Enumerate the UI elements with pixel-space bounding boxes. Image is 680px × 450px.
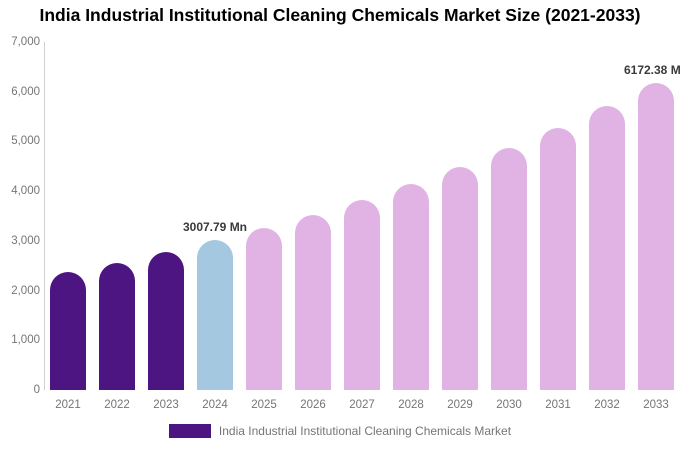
bar-2031[interactable] <box>540 128 576 390</box>
x-axis-tick-label-2033: 2033 <box>643 399 669 411</box>
x-axis-tick-label-2029: 2029 <box>447 399 473 411</box>
y-axis-tick-label: 0 <box>33 384 40 396</box>
bar-2022[interactable] <box>99 262 135 390</box>
x-axis-tick-label-2028: 2028 <box>398 399 424 411</box>
chart-title: India Industrial Institutional Cleaning … <box>39 5 641 25</box>
x-axis-tick-label-2021: 2021 <box>55 399 81 411</box>
y-axis-tick-label: 2,000 <box>11 284 40 297</box>
y-axis-line <box>44 42 45 390</box>
x-axis-tick-label-2030: 2030 <box>496 399 522 411</box>
bar-2033[interactable] <box>638 83 674 390</box>
x-axis-tick-label-2025: 2025 <box>251 399 277 411</box>
bar-2028[interactable] <box>393 184 429 390</box>
legend-label: India Industrial Institutional Cleaning … <box>218 424 512 438</box>
y-axis-tick-label: 7,000 <box>11 36 40 48</box>
bar-2027[interactable] <box>344 199 380 390</box>
bar-2024[interactable] <box>197 240 233 390</box>
bar-2030[interactable] <box>491 148 527 390</box>
y-axis-tick-label: 6,000 <box>11 85 40 98</box>
x-axis-tick-label-2031: 2031 <box>545 399 571 411</box>
y-axis-tick-label: 5,000 <box>11 135 40 148</box>
bar-2029[interactable] <box>442 166 478 390</box>
bar-value-label-2024: 3007.79 Mn <box>182 220 248 235</box>
x-axis-tick-label-2022: 2022 <box>104 399 130 411</box>
bar-2026[interactable] <box>295 214 331 390</box>
x-axis-tick-label-2032: 2032 <box>594 399 620 411</box>
legend-swatch <box>168 424 211 438</box>
y-axis-tick-label: 1,000 <box>11 334 40 347</box>
x-axis-tick-label-2024: 2024 <box>202 399 228 411</box>
x-axis-tick-label-2023: 2023 <box>153 399 179 411</box>
bar-2021[interactable] <box>50 272 86 390</box>
y-axis-tick-label: 4,000 <box>11 185 40 198</box>
bar-2025[interactable] <box>246 228 282 390</box>
x-axis-tick-label-2026: 2026 <box>300 399 326 411</box>
legend[interactable]: India Industrial Institutional Cleaning … <box>0 424 680 438</box>
bar-2023[interactable] <box>148 251 184 390</box>
y-axis-tick-label: 3,000 <box>11 234 40 247</box>
x-axis-tick-label-2027: 2027 <box>349 399 375 411</box>
bar-2032[interactable] <box>589 106 625 390</box>
bar-value-label-2033: 6172.38 Mn <box>623 63 680 78</box>
